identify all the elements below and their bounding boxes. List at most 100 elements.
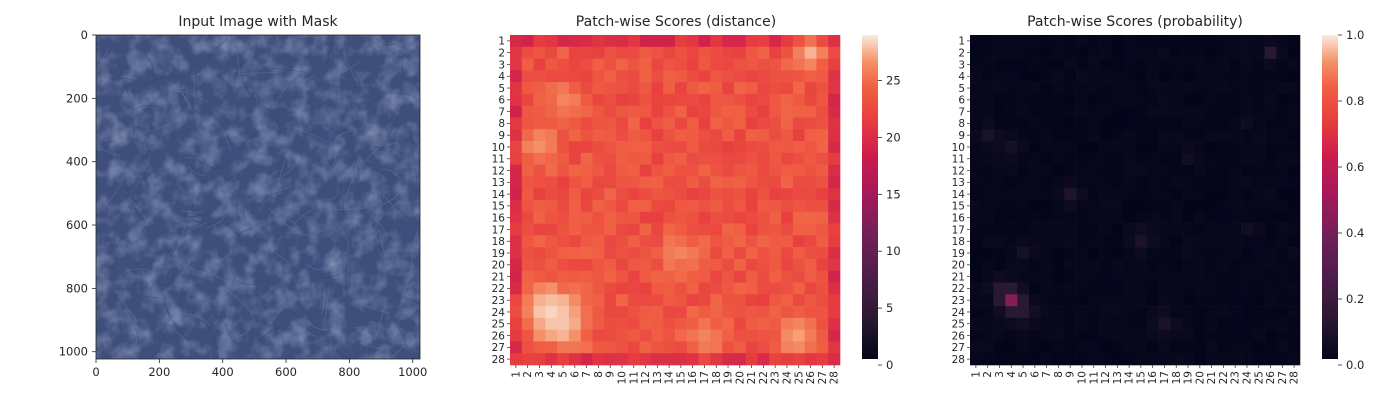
heatmap-y-tick-label: 18 bbox=[952, 236, 965, 248]
heatmap-cell bbox=[804, 200, 817, 213]
heatmap-cell bbox=[1005, 270, 1018, 283]
heatmap-cell bbox=[698, 176, 711, 189]
heatmap-cell bbox=[1028, 282, 1042, 295]
leather-vein bbox=[95, 148, 121, 157]
leather-vein bbox=[352, 81, 382, 88]
heatmap-cell bbox=[1087, 317, 1100, 330]
heatmap-cell bbox=[816, 70, 829, 83]
heatmap-cell bbox=[627, 105, 640, 118]
heatmap-cell bbox=[757, 353, 770, 366]
heatmap-cell bbox=[557, 35, 570, 48]
heatmap-cell bbox=[1146, 82, 1159, 95]
heatmap-cell bbox=[828, 141, 841, 154]
heatmap-cell bbox=[757, 152, 770, 165]
heatmap-cell bbox=[698, 329, 711, 342]
heatmap-y-tick-label: 27 bbox=[952, 342, 965, 354]
heatmap-cell bbox=[1252, 235, 1265, 248]
leather-vein bbox=[172, 328, 187, 344]
heatmap-cell bbox=[1217, 306, 1230, 319]
heatmap-cell bbox=[757, 82, 770, 95]
heatmap-cell bbox=[1205, 235, 1218, 248]
heatmap-cell bbox=[557, 46, 570, 59]
heatmap-cell bbox=[1252, 317, 1265, 330]
heatmap-y-tick-label: 15 bbox=[492, 201, 505, 213]
heatmap-cell bbox=[1052, 35, 1065, 48]
heatmap-cell bbox=[993, 306, 1006, 319]
heatmap-cell bbox=[639, 164, 652, 177]
heatmap-cell bbox=[816, 270, 829, 283]
leather-vein bbox=[342, 51, 359, 85]
heatmap-cell bbox=[651, 353, 664, 366]
heatmap-cell bbox=[1005, 223, 1018, 236]
heatmap-cell bbox=[1182, 46, 1195, 59]
heatmap-cell bbox=[722, 70, 735, 83]
leather-vein bbox=[272, 233, 295, 242]
heatmap-cell bbox=[1146, 282, 1159, 295]
heatmap-y-tick-label: 8 bbox=[498, 118, 505, 130]
heatmap-cell bbox=[1111, 152, 1124, 165]
heatmap-y-tick-label: 13 bbox=[952, 177, 965, 189]
heatmap-cell bbox=[1182, 117, 1195, 130]
heatmap-cell bbox=[651, 70, 664, 83]
leather-vein bbox=[135, 156, 150, 187]
heatmap-cell bbox=[627, 258, 640, 272]
heatmap-cell bbox=[639, 70, 652, 83]
heatmap-cell bbox=[1028, 35, 1042, 48]
heatmap-cell bbox=[1076, 235, 1089, 248]
heatmap-cell bbox=[1028, 188, 1042, 201]
heatmap-cell bbox=[1182, 294, 1195, 307]
heatmap-cell bbox=[1064, 58, 1077, 71]
heatmap-y-tick-label: 11 bbox=[492, 154, 505, 166]
heatmap-cell bbox=[1288, 211, 1301, 224]
heatmap-cell bbox=[1158, 58, 1171, 71]
heatmap-cell bbox=[1276, 200, 1289, 213]
heatmap-cell bbox=[1111, 105, 1124, 118]
heatmap-cell bbox=[993, 152, 1006, 165]
heatmap-cell bbox=[816, 93, 829, 107]
heatmap-cell bbox=[1064, 282, 1077, 295]
leather-vein bbox=[203, 320, 219, 358]
heatmap-cell bbox=[686, 329, 699, 342]
heatmap-x-tick-label: 14 bbox=[664, 371, 676, 385]
heatmap-cell bbox=[545, 200, 558, 213]
heatmap-cell bbox=[1182, 329, 1195, 342]
heatmap-cell bbox=[1182, 270, 1195, 283]
heatmap-cell bbox=[792, 129, 805, 142]
heatmap-cell bbox=[1005, 341, 1018, 354]
heatmap-cell bbox=[663, 188, 676, 201]
heatmap-cell bbox=[1123, 105, 1136, 118]
leather-vein bbox=[269, 166, 295, 185]
heatmap-cell bbox=[604, 105, 617, 118]
heatmap-cell bbox=[1193, 211, 1207, 224]
heatmap-cell bbox=[521, 306, 534, 319]
heatmap-cell bbox=[769, 329, 782, 342]
heatmap-cell bbox=[722, 141, 735, 154]
heatmap-cell bbox=[1135, 164, 1148, 177]
heatmap-cell bbox=[1252, 200, 1265, 213]
heatmap-cell bbox=[1217, 93, 1230, 107]
heatmap-cell bbox=[1087, 105, 1100, 118]
leather-vein bbox=[213, 251, 232, 263]
heatmap-cell bbox=[1288, 82, 1301, 95]
heatmap-cell bbox=[1205, 211, 1218, 224]
heatmap-cell bbox=[1276, 117, 1289, 130]
heatmap-cell bbox=[686, 176, 699, 189]
heatmap-cell bbox=[1241, 117, 1254, 130]
heatmap-cell bbox=[1040, 188, 1053, 201]
heatmap-cell bbox=[1064, 247, 1077, 260]
panel1-x-tick-label: 400 bbox=[212, 365, 234, 379]
heatmap-cell bbox=[816, 164, 829, 177]
heatmap-cell bbox=[1229, 235, 1242, 248]
heatmap-cell bbox=[1264, 93, 1277, 107]
heatmap-cell bbox=[804, 306, 817, 319]
heatmap-cell bbox=[1217, 105, 1230, 118]
panel1-y-tick-label: 800 bbox=[66, 281, 88, 295]
heatmap-cell bbox=[1288, 258, 1301, 272]
heatmap-cell bbox=[1052, 152, 1065, 165]
heatmap-cell bbox=[568, 176, 582, 189]
heatmap-cell bbox=[1052, 188, 1065, 201]
heatmap-y-tick-label: 22 bbox=[492, 283, 505, 295]
heatmap-cell bbox=[1052, 282, 1065, 295]
heatmap-cell bbox=[970, 93, 983, 107]
heatmap-cell bbox=[510, 341, 523, 354]
